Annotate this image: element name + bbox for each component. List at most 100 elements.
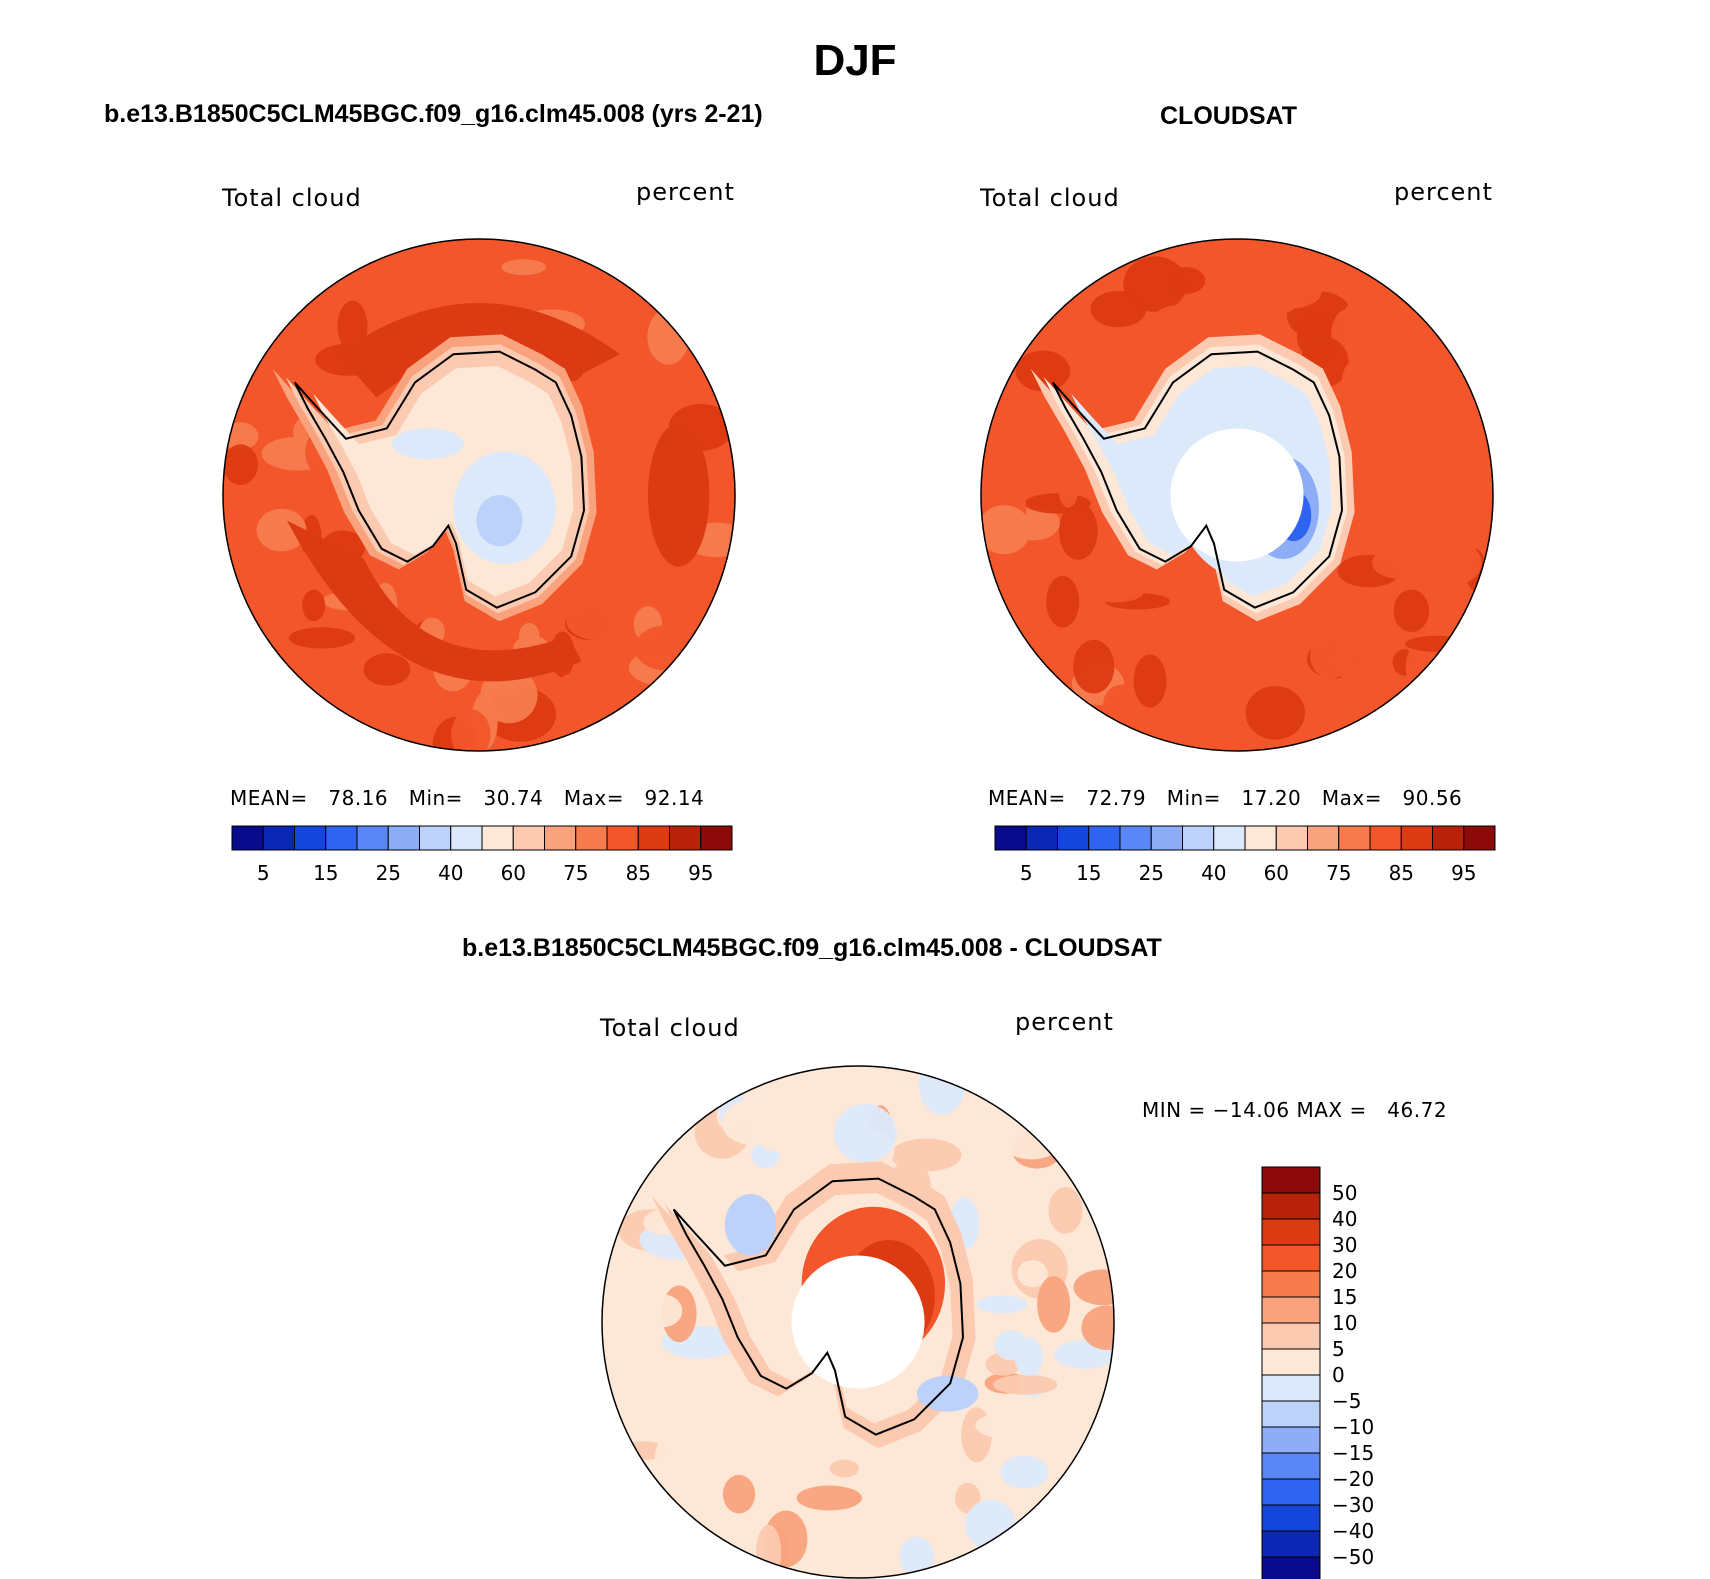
colorbar-tick-label: 75 [1326, 861, 1351, 885]
field-cell [566, 601, 634, 641]
colorbar-box [669, 825, 702, 851]
colorbar-box [481, 825, 514, 851]
field-cell [1130, 342, 1152, 385]
field-cell [292, 660, 335, 707]
field-cell [1405, 635, 1472, 652]
field-cell [890, 1138, 962, 1172]
colorbar-box [1261, 1452, 1321, 1480]
figure-title: DJF [813, 36, 897, 85]
colorbar-box [325, 825, 358, 851]
colorbar-tick-label: −50 [1332, 1545, 1374, 1569]
colorbar-tick-label: 40 [438, 861, 463, 885]
field-cell [602, 1335, 631, 1366]
field-cell [1006, 413, 1045, 465]
field-cell [721, 1100, 784, 1145]
panel2-stats: MEAN= 72.79 Min= 17.20 Max= 90.56 [988, 786, 1463, 810]
field-cell [501, 259, 546, 276]
field-cell [570, 261, 641, 311]
panel1-colorbar: 5 15 25 40 60 75 85 95 [231, 825, 733, 885]
colorbar-tick-label: 85 [1389, 861, 1414, 885]
field-cell [1102, 611, 1162, 644]
field-cell [1081, 1305, 1114, 1350]
panel1-title: b.e13.B1850C5CLM45BGC.f09_g16.clm45.008 … [104, 100, 763, 128]
colorbar-box [994, 825, 1027, 851]
antarctica-coastline [1051, 350, 1344, 609]
field-cell [977, 1234, 1028, 1256]
colorbar-tick-label: 75 [563, 861, 588, 885]
field-cell [919, 1066, 966, 1115]
colorbar-box [1119, 825, 1152, 851]
field-cell [997, 1115, 1065, 1160]
antarctica-coastline [672, 1177, 965, 1436]
colorbar-tick-label: 95 [688, 861, 713, 885]
colorbar-tick-label: 15 [1332, 1285, 1357, 1309]
colorbar-box [1150, 825, 1183, 851]
field-cell [1048, 1187, 1083, 1234]
field-cell [914, 1460, 956, 1520]
field-cell [1000, 1455, 1049, 1489]
colorbar-box [419, 825, 452, 851]
field-cell [519, 622, 540, 648]
field-cell [1024, 493, 1091, 514]
field-cell [1146, 305, 1206, 361]
field-cell [993, 1374, 1058, 1395]
field-cell [555, 673, 586, 716]
colorbar-box [1088, 825, 1121, 851]
field-cell [634, 1372, 668, 1408]
field-cell [654, 1429, 710, 1485]
field-cell [756, 1524, 782, 1578]
colorbar-tick-label: −30 [1332, 1493, 1374, 1517]
colorbar-box [1182, 825, 1215, 851]
panel3-variable-label: Total cloud [600, 1014, 740, 1042]
field-cell [337, 300, 368, 352]
panel3-stats: MIN = −14.06 MAX = 46.72 [1142, 1098, 1448, 1122]
panel1-units-label: percent [636, 178, 735, 206]
field-cell [1090, 290, 1147, 328]
field-cell [1014, 1337, 1043, 1376]
field-cell [647, 308, 690, 365]
colorbar-tick-label: −10 [1332, 1415, 1374, 1439]
pole-missing-data [1170, 428, 1304, 562]
colorbar-box [1261, 1218, 1321, 1246]
colorbar-box [1261, 1504, 1321, 1532]
colorbar-box [637, 825, 670, 851]
colorbar-box [1400, 825, 1433, 851]
colorbar-box [1261, 1478, 1321, 1506]
field-cell [1254, 665, 1309, 691]
field-cell [643, 1294, 683, 1328]
colorbar-tick-label: −5 [1332, 1389, 1361, 1413]
field-cell [363, 653, 411, 686]
panel2-units-label: percent [1394, 178, 1493, 206]
colorbar-tick-label: 15 [1076, 861, 1101, 885]
interior-minimum [476, 494, 523, 547]
pole-missing-data [791, 1255, 925, 1389]
colorbar-tick-label: 0 [1332, 1363, 1345, 1387]
field-cell [256, 508, 307, 552]
field-cell [1015, 350, 1071, 392]
panel2-map-border [980, 238, 1494, 752]
colorbar-box [1261, 1400, 1321, 1428]
field-cell [1423, 540, 1482, 586]
colorbar-box [1261, 1556, 1321, 1579]
colorbar-box [1338, 825, 1371, 851]
field-cell [1085, 557, 1115, 603]
colorbar-tick-label: 85 [626, 861, 651, 885]
colorbar-box [1261, 1322, 1321, 1350]
colorbar-box [1261, 1426, 1321, 1454]
field-cell [1058, 502, 1098, 560]
colorbar-tick-label: 25 [1139, 861, 1164, 885]
field-cell [331, 691, 401, 725]
colorbar-box [1307, 825, 1340, 851]
colorbar-box [356, 825, 389, 851]
colorbar-box [575, 825, 608, 851]
field-cell [1260, 284, 1300, 314]
field-cell [672, 570, 718, 624]
colorbar-tick-label: −20 [1332, 1467, 1374, 1491]
field-cell [1073, 1269, 1114, 1306]
panel3-units-label: percent [1015, 1008, 1114, 1036]
colorbar-box [700, 825, 733, 851]
colorbar-box [1261, 1348, 1321, 1376]
colorbar-box [544, 825, 577, 851]
